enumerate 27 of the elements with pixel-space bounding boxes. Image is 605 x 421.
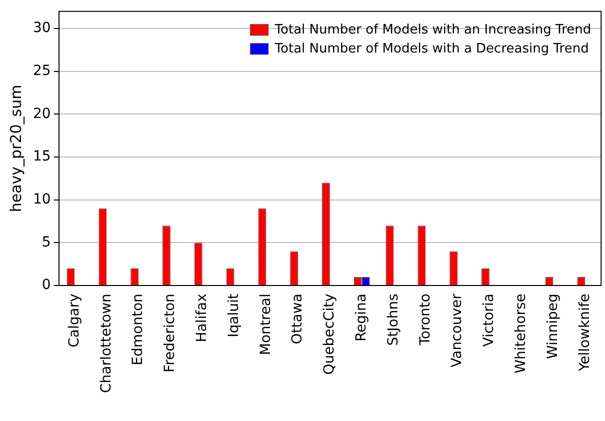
x-tick-label: Montreal: [258, 294, 274, 356]
legend-label: Total Number of Models with an Increasing Trend: [274, 22, 592, 38]
x-tick-label: Ottawa: [290, 294, 306, 344]
y-axis-title: heavy_pr20_sum: [6, 84, 25, 212]
y-tick-label: 25: [32, 63, 51, 80]
y-tick-label: 10: [32, 192, 51, 208]
x-tick-label: Charlottetown: [98, 294, 114, 394]
y-tick-label: 20: [32, 106, 51, 122]
x-tick-label: Edmonton: [130, 294, 146, 366]
y-tick-label: 30: [32, 20, 51, 36]
y-tick-label: 15: [32, 148, 51, 165]
x-tick-label: Calgary: [66, 294, 82, 348]
x-tick-label: Yellowknife: [576, 294, 593, 372]
x-tick-label: Vancouver: [449, 293, 466, 368]
x-tick-label: QuebecCity: [322, 294, 338, 375]
y-tick-label: 0: [42, 277, 51, 294]
legend-label: Total Number of Models with a Decreasing Trend: [274, 41, 589, 56]
x-tick-label: Whitehorse: [513, 294, 530, 374]
x-tick-label: Regina: [354, 294, 370, 342]
x-tick-label: Iqaluit: [226, 293, 242, 338]
x-tick-label: StJohns: [385, 294, 402, 346]
x-tick-label: Toronto: [417, 294, 434, 346]
x-tick-label: Victoria: [481, 294, 498, 347]
x-tick-label: Fredericton: [162, 294, 178, 372]
x-tick-label: Winnipeg: [544, 294, 561, 360]
y-tick-label: 5: [42, 234, 51, 250]
x-tick-label: Halifax: [194, 294, 210, 342]
